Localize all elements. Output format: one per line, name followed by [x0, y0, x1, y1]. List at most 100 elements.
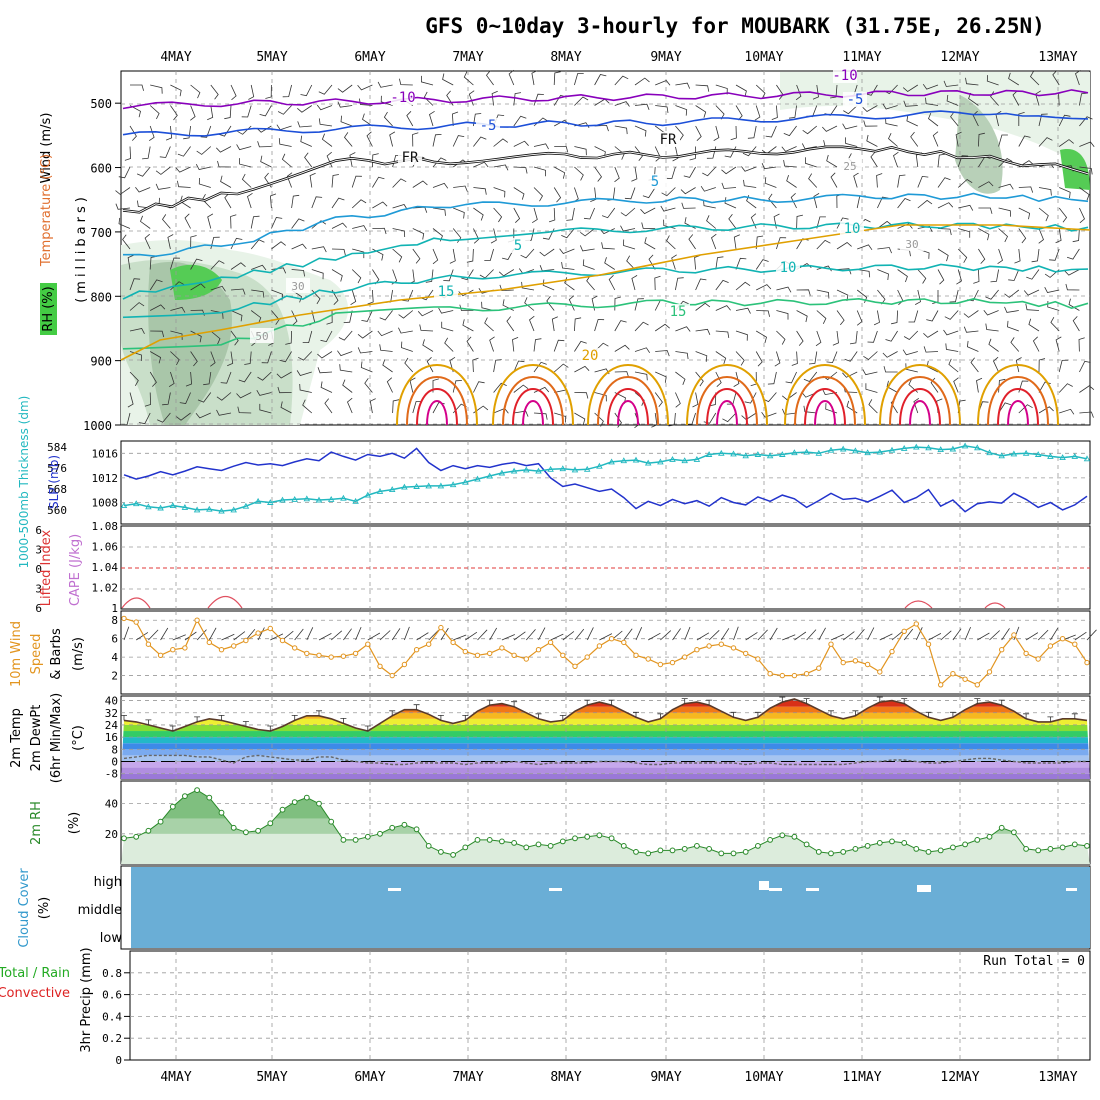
wind-barb [170, 84, 182, 97]
wind-barb [429, 110, 435, 127]
wind-barb [1058, 383, 1073, 393]
wind-barb [877, 196, 889, 209]
thickness-marker [925, 444, 932, 451]
wind-barb [973, 269, 980, 284]
wind-barb [256, 390, 272, 396]
rh-point [584, 833, 591, 840]
wind-barb [210, 260, 225, 270]
rh-point [133, 833, 140, 840]
wind-barb [210, 84, 219, 100]
rh-point [815, 849, 822, 855]
wind-barb [865, 383, 878, 393]
wind-barb [362, 113, 373, 127]
wind-barb [742, 146, 757, 157]
thickness-marker [145, 503, 152, 510]
rh-panel-label: 2m RH [29, 801, 44, 845]
temperature-minmax-mark [1023, 713, 1030, 719]
wind10m-label-c: & Barbs [49, 628, 64, 680]
wind10m-ticks: 2 4 6 8 [111, 614, 118, 682]
rh-point [925, 849, 932, 855]
wind-barb [695, 351, 708, 362]
temperature-minmax-mark [462, 715, 469, 721]
wind10m-point [669, 659, 676, 666]
wind-barb [1079, 360, 1091, 373]
wind-barb [574, 340, 587, 352]
contour-label: -10 [832, 68, 857, 84]
wind-barb [184, 213, 191, 229]
wind-barb [548, 207, 556, 223]
wind-barb [170, 257, 180, 270]
wind-barb [949, 289, 959, 303]
wind10m-point [572, 663, 578, 669]
precip-label-b: Convective [0, 986, 70, 1001]
wind10m-barb [270, 633, 284, 641]
wind-barb [230, 84, 237, 101]
wind-barb [897, 174, 906, 188]
rh-point [974, 837, 981, 843]
wind-barb [230, 310, 243, 322]
wind-barb [340, 115, 353, 127]
wind-barb [594, 319, 605, 332]
wind-barb [512, 337, 519, 352]
wind-barb [271, 217, 283, 229]
temp-label-c: (6hr Min/Max) [49, 693, 64, 783]
wind-barb [998, 134, 1008, 147]
wind-barb [709, 392, 717, 407]
wind10m-point [145, 641, 152, 647]
wind-barb [666, 235, 676, 250]
wind-barb [554, 412, 567, 423]
wind-barb [280, 401, 292, 414]
wind-barb [291, 218, 305, 229]
wind-barb [506, 316, 515, 332]
wind10m-barb [757, 629, 768, 641]
wind-barb [722, 412, 737, 423]
wind-barb [958, 204, 974, 211]
wind10m-point [974, 682, 980, 688]
wind-barb [553, 71, 561, 86]
wind-barb [640, 207, 656, 215]
wind-barb [372, 227, 387, 235]
wind-barb [842, 371, 858, 378]
wind-barb [533, 93, 544, 106]
wind-barb [349, 152, 356, 168]
wind-barb [1030, 71, 1040, 86]
cloud-panel-units: (%) [37, 897, 52, 920]
wind-barb [513, 187, 525, 200]
wind10m-barb [647, 632, 661, 641]
wind10m-barb [123, 626, 130, 641]
wind-barb [352, 248, 365, 259]
li-tick-label: 0 [35, 563, 42, 576]
thickness-marker [900, 444, 908, 451]
wind-barb [897, 223, 913, 229]
rh-point [559, 838, 566, 845]
rh-point [633, 849, 639, 855]
wind10m-barb [221, 633, 235, 641]
warm-contours [120, 224, 1091, 426]
wind10m-barb [696, 632, 710, 641]
thickness-marker [523, 466, 530, 473]
wind-barb [688, 234, 696, 250]
rh-point [279, 806, 286, 813]
wind-barb [614, 125, 628, 135]
wind-barb [250, 215, 260, 229]
thickness-marker [998, 452, 1005, 459]
wind10m-barb [830, 633, 844, 641]
cloud-level-middle: middle [78, 903, 122, 918]
thickness-marker [242, 502, 250, 509]
rh-point [303, 794, 310, 801]
thickness-marker [791, 449, 798, 456]
wind-barb [675, 82, 691, 89]
wind-barb [520, 248, 535, 259]
wind10m-point [267, 625, 273, 632]
wind10m-barb [562, 631, 575, 641]
wind-barb [883, 366, 898, 373]
contour-label: 30 [905, 238, 918, 251]
rh-legend-swatch [40, 283, 57, 335]
wind-barb [733, 234, 740, 250]
wind-barb [675, 326, 691, 332]
warm-contour [879, 364, 961, 426]
wind-barb [988, 338, 999, 352]
contour-labels: -10 -10 -5 -5 FR FR 5 5 10 10 15 15 20 25 30 30 50 [250, 68, 924, 364]
wind-barb [324, 398, 333, 414]
wind-barb [331, 248, 346, 256]
